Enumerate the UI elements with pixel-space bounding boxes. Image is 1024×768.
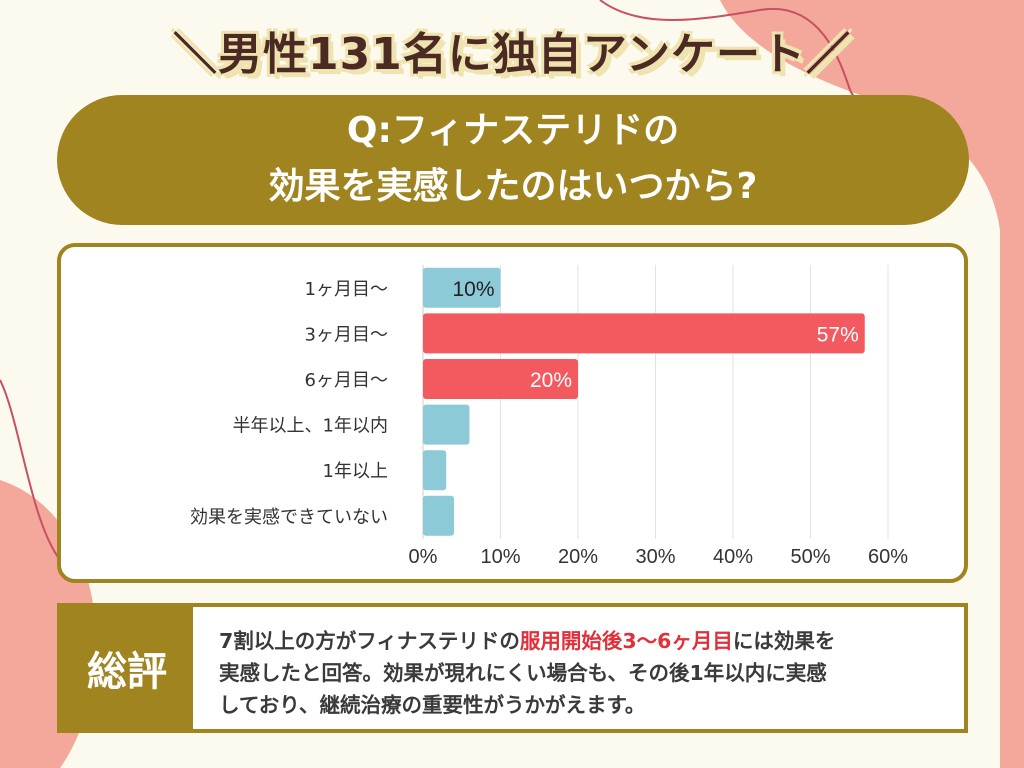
- decorative-line-left: [0, 379, 61, 561]
- x-tick-label: 20%: [558, 546, 598, 568]
- x-tick-label: 30%: [635, 546, 675, 568]
- bar: [423, 313, 865, 354]
- category-label: 半年以上、1年以内: [233, 416, 388, 437]
- summary-line3: しており、継続治療の重要性がうかがえます。: [219, 693, 646, 717]
- summary-line2: 実感したと回答。効果が現れにくい場合も、その後1年以内に実感: [219, 661, 827, 685]
- summary-highlight: 服用開始後3〜6ヶ月目: [519, 629, 733, 653]
- x-tick-label: 50%: [790, 546, 830, 568]
- category-label: 1ヶ月目〜: [305, 279, 388, 300]
- data-label: 10%: [452, 278, 494, 301]
- data-label: 57%: [817, 323, 859, 346]
- survey-title: ＼男性131名に独自アンケート／: [172, 29, 852, 80]
- summary-text: 7割以上の方がフィナステリドの服用開始後3〜6ヶ月目には効果を 実感したと回答。…: [219, 625, 835, 721]
- summary-line1-post: には効果を: [732, 629, 836, 653]
- x-tick-label: 0%: [409, 546, 438, 568]
- bar: [423, 495, 454, 536]
- summary-label: 総評: [61, 607, 193, 729]
- category-label: 効果を実感できていない: [190, 507, 388, 528]
- summary-line1-pre: 7割以上の方がフィナステリドの: [219, 629, 520, 653]
- bar: [423, 404, 470, 445]
- x-tick-label: 10%: [480, 546, 520, 568]
- bar: [423, 267, 501, 308]
- summary-panel: 総評 7割以上の方がフィナステリドの服用開始後3〜6ヶ月目には効果を 実感したと…: [57, 603, 968, 733]
- question-banner: Q:フィナステリドの 効果を実感したのはいつから?: [57, 95, 969, 225]
- x-tick-label: 60%: [868, 546, 908, 568]
- bar: [423, 450, 447, 491]
- pink-blob-top-right: [720, 0, 1024, 768]
- bar: [423, 359, 578, 399]
- question-line-2: 効果を実感したのはいつから?: [268, 166, 758, 207]
- data-label: 20%: [530, 369, 572, 392]
- chart-panel: [57, 243, 968, 583]
- x-tick-label: 40%: [713, 546, 753, 568]
- category-label: 6ヶ月目〜: [305, 370, 388, 391]
- category-label: 1年以上: [323, 461, 388, 482]
- question-line-1: Q:フィナステリドの: [346, 110, 680, 151]
- category-label: 3ヶ月目〜: [305, 324, 388, 345]
